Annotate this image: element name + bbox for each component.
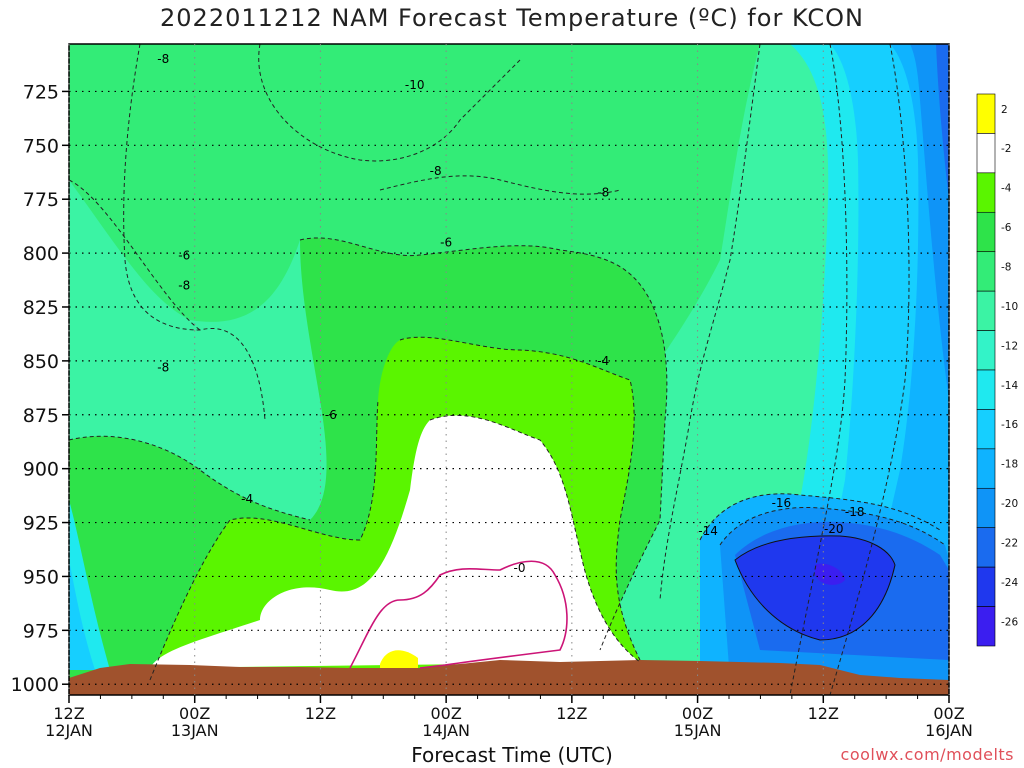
contour-label: -16 [772,496,792,510]
x-tick-label: 00Z [933,704,964,723]
contour-label: -10 [405,78,425,92]
contour-label: -6 [178,248,190,262]
filled-contours [69,44,949,695]
x-tick-label: 12Z [556,704,587,723]
gridlines [68,44,950,695]
colorbar-label: -10 [1001,301,1018,313]
watermark-text: coolwx.com/modelts [840,745,1014,764]
y-tick-label: 975 [23,620,59,642]
y-tick-label: 825 [23,297,59,319]
colorbar-label: -22 [1001,538,1018,550]
colorbar-swatch [976,133,996,174]
colorbar-swatch [976,448,996,489]
colorbar-label: -12 [1001,340,1018,352]
x-tick-label: 16JAN [925,721,973,740]
colorbar-label: -24 [1001,577,1018,589]
colorbar-swatch [976,369,996,410]
colorbar-swatch [976,487,996,529]
x-tick-label: 13JAN [171,721,219,740]
contour-label: -6 [440,235,452,249]
colorbar-swatch [976,93,996,134]
colorbar-swatch [976,606,996,647]
y-tick-label: 875 [23,405,59,427]
terrain-surface [69,660,949,695]
y-tick-label: 750 [23,135,59,157]
contour-label: -14 [698,524,718,538]
contour-label: -4 [597,354,609,368]
colorbar-label: -6 [1001,222,1012,234]
x-tick-label: 00Z [179,704,210,723]
colorbar-swatch [976,330,996,371]
colorbar-swatch [976,211,996,253]
x-tick-label: 15JAN [674,721,722,740]
x-tick-label: 12Z [53,704,84,723]
x-tick-label: 2022 [49,738,90,740]
colorbar-label: -18 [1001,459,1018,471]
x-tick-label: 12Z [305,704,336,723]
colorbar-label: 2 [1001,104,1008,116]
colorbar-swatch [976,251,996,292]
contour-label: -8 [178,278,190,292]
colorbar-label: -26 [1001,616,1018,628]
y-tick-label: 950 [23,566,59,588]
contour-label: -8 [157,52,169,66]
colorbar-swatch [976,290,996,331]
contour-label: -8 [430,164,442,178]
zero-degree-contour [349,560,568,669]
y-tick-label: 850 [23,351,59,373]
y-tick-label: 775 [23,189,59,211]
colorbar-swatch [976,409,996,450]
colorbar-label: -4 [1001,183,1012,195]
colorbar-label: -16 [1001,419,1018,431]
y-tick-label: 1000 [11,674,59,696]
colorbar-legend: 2 -2 -4 -6 -8 -10 -12 -14 -16 -18 -20 -22 -24 -26 [976,93,1018,647]
x-tick-label: 12JAN [45,721,93,740]
contour-label: -0 [513,561,525,575]
y-tick-label: 800 [23,243,59,265]
contour-label: -20 [824,522,844,536]
contour-label: -4 [241,492,253,506]
y-tick-label: 925 [23,513,59,535]
contour-label: -6 [325,408,337,422]
colorbar-label: -20 [1001,498,1018,510]
contour-label: -8 [597,186,609,200]
x-axis-title: Forecast Time (UTC) [411,743,613,767]
colorbar-label: -8 [1001,262,1011,274]
y-tick-label: 900 [23,459,59,481]
x-tick-label: 00Z [430,704,461,723]
colorbar-swatch [976,566,996,607]
colorbar-label: -14 [1001,380,1018,392]
contour-solid-cold [734,535,896,641]
x-axis: 12Z12JAN202200Z13JAN12Z00Z14JAN12Z00Z15J… [45,695,973,740]
x-tick-label: 12Z [808,704,839,723]
contour-label: -8 [157,360,169,374]
contour-labels: -8 -10 -8 -8 -6 -6 -8 -8 -6 -4 -4 -0 -16 -18-20 -14 [157,52,864,575]
x-tick-label: 00Z [682,704,713,723]
contour-label: -18 [845,505,865,519]
colorbar-swatch [976,527,996,568]
colorbar-swatch [976,172,996,213]
chart-title: 2022011212 NAM Forecast Temperature (ºC)… [160,4,864,32]
contour-lines [69,44,946,695]
y-tick-label: 725 [23,81,59,103]
y-axis: 725 750 775 800 825 850 875 900 925 950 975 1000 [11,81,69,696]
colorbar-label: -2 [1001,143,1011,155]
temperature-cross-section-chart: 725 750 775 800 825 850 875 900 925 950 975 1000 12… [11,43,1018,740]
x-tick-label: 14JAN [422,721,470,740]
